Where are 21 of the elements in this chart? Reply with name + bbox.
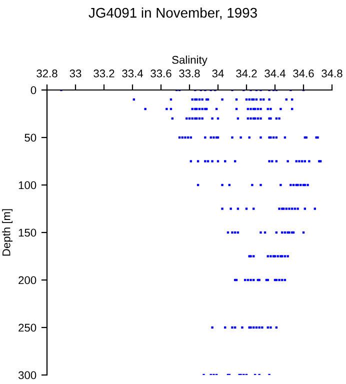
x-tick-label: 34.6 (293, 70, 314, 78)
y-tick-label: 300 (18, 371, 36, 380)
x-tick-label: 33.6 (150, 70, 172, 78)
y-tick-label: 100 (18, 181, 36, 190)
x-tick-label: 33 (70, 70, 82, 78)
x-tick-label: 34.4 (264, 70, 286, 78)
x-tick-label: 32.8 (36, 70, 58, 78)
x-tick-label: 34 (212, 70, 224, 78)
y-tick-label: 200 (18, 276, 36, 284)
x-tick-label: 33.8 (179, 70, 200, 78)
x-axis-title: Salinity (172, 56, 208, 66)
x-tick-label: 34.2 (236, 70, 257, 78)
y-axis-title: Depth [m] (2, 209, 12, 256)
y-tick-label: 150 (18, 228, 36, 237)
y-tick-label: 50 (24, 134, 36, 142)
x-tick-label: 33.4 (122, 70, 143, 78)
x-tick-label: 33.2 (94, 70, 114, 78)
y-tick-label: 250 (18, 324, 36, 332)
x-tick-label: 34.8 (322, 70, 342, 78)
y-tick-label: 0 (30, 86, 36, 94)
chart-title: JG4091 in November, 1993 (88, 8, 257, 20)
